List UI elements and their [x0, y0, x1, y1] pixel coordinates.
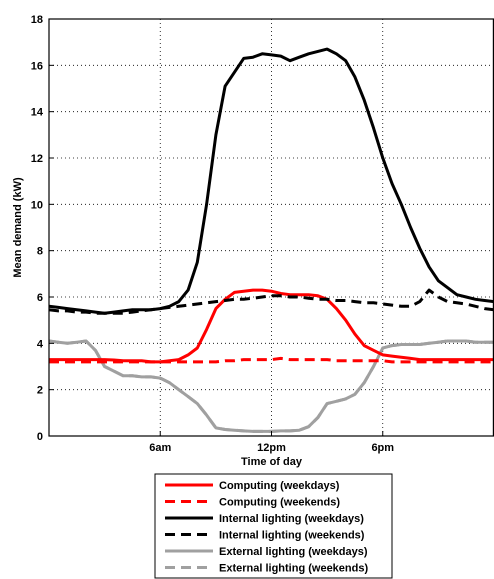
y-tick-label: 12 [31, 153, 43, 165]
series-line-1 [49, 356, 494, 364]
legend-box [154, 473, 393, 579]
x-tick-label: 12pm [257, 442, 286, 454]
series-line-0 [49, 288, 494, 364]
x-tick-label: 6pm [371, 442, 394, 454]
series-line-3 [48, 288, 494, 315]
y-tick-label: 0 [37, 431, 43, 443]
y-tick-label: 4 [37, 338, 44, 350]
y-axis-label: Mean demand (kW) [12, 177, 24, 278]
y-tick-label: 14 [31, 107, 44, 119]
legend-entry-label: Internal lighting (weekends) [219, 530, 365, 542]
y-tick-label: 16 [31, 60, 43, 72]
legend-entry-label: Computing (weekends) [219, 497, 340, 509]
grid-lines [49, 19, 494, 436]
y-tick-label: 10 [31, 199, 43, 211]
y-tick-label: 6 [37, 292, 43, 304]
series-line-2 [48, 47, 494, 315]
x-tick-label: 6am [149, 442, 171, 454]
legend-entry-label: Computing (weekdays) [219, 480, 340, 492]
y-tick-label: 18 [31, 14, 43, 26]
legend: Computing (weekdays) Computing (weekends)… [154, 473, 393, 579]
y-tick-label: 2 [37, 385, 43, 397]
x-axis-label: Time of day [241, 456, 303, 468]
y-tick-label: 8 [37, 246, 43, 258]
legend-entry-label: Internal lighting (weekdays) [219, 513, 364, 525]
legend-entry-label: External lighting (weekends) [219, 563, 368, 575]
legend-entry-label: External lighting (weekdays) [219, 546, 368, 558]
axis-ticks: 0 2 4 6 8 10 12 14 16 18 6am 12pm 6pm [31, 14, 395, 454]
